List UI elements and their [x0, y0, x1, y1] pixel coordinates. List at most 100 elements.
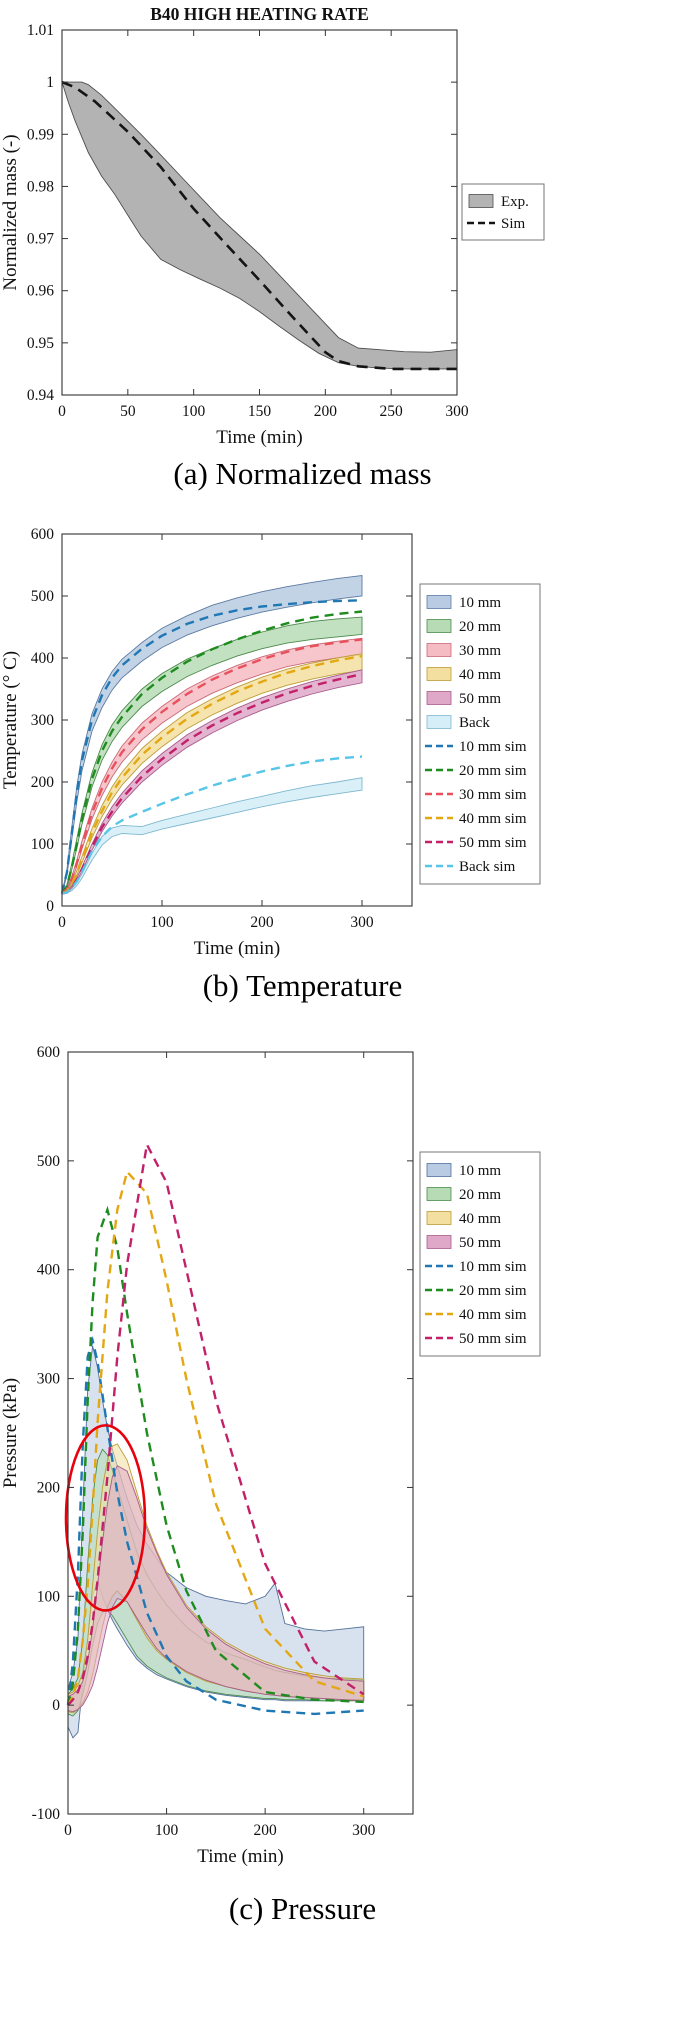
legend-box: [419, 1151, 541, 1357]
line-30-mm-sim: [61, 638, 363, 895]
legend-label-10-mm-sim: 10 mm sim: [459, 739, 527, 755]
caption-c: (c) Pressure: [228, 1891, 377, 1926]
y-tick-label: 300: [31, 712, 55, 729]
legend-label-50-mm-sim: 50 mm sim: [459, 1331, 527, 1347]
band-10-mm: [61, 574, 363, 894]
normalized-mass-chart: 0 50 100 150 200 250 300 0.94 0.95 0.96 0.97 0.98 0.…: [0, 4, 545, 448]
y-tick-label: 300: [37, 1371, 61, 1388]
y-axis-label: Temperature (° C): [0, 651, 21, 789]
legend-swatch-40-mm: [426, 667, 452, 681]
line-10-mm-sim: [66, 1335, 364, 1716]
y-tick-label: 0.97: [27, 231, 54, 248]
line-sim: [61, 80, 457, 371]
legend-label-sim: Sim: [501, 216, 526, 232]
y-tick-label: 1: [46, 74, 54, 91]
legend-label-40-mm: 40 mm: [459, 1211, 501, 1227]
x-tick-label: 100: [155, 1822, 179, 1839]
figure-page: { "page": { "captions": { "a": "(a) Norm…: [0, 0, 685, 1927]
legend-swatch-10-mm: [426, 595, 452, 609]
x-tick-label: 50: [120, 403, 136, 420]
legend-label-40-mm-sim: 40 mm sim: [459, 1307, 527, 1323]
band-50-mm: [61, 669, 363, 895]
legend-swatch-50-mm: [426, 691, 452, 705]
line-50-mm-sim: [67, 1140, 365, 1706]
legend-box: [419, 583, 541, 885]
legend-label-10-mm: 10 mm: [459, 595, 501, 611]
legend-label-50-mm: 50 mm: [459, 691, 501, 707]
y-tick-label: 1.01: [27, 22, 54, 39]
x-tick-label: 250: [380, 403, 404, 420]
legend-label-20-mm: 20 mm: [459, 1187, 501, 1203]
line-20-mm-sim: [61, 610, 363, 895]
x-tick-label: 200: [314, 403, 338, 420]
legend-swatch-50-mm: [426, 1235, 452, 1249]
x-tick-label: 0: [58, 403, 66, 420]
x-tick-label: 100: [182, 403, 206, 420]
y-tick-label: 100: [31, 836, 55, 853]
x-tick-label: 0: [64, 1822, 72, 1839]
legend-swatch-exp: [468, 194, 494, 208]
line-40-mm-sim: [66, 1169, 365, 1706]
legend-label-10-mm-sim: 10 mm sim: [459, 1259, 527, 1275]
panel-c: 0 100 200 300 -100 0 100 200 300 400 500 600 Time (m…: [0, 1034, 685, 1927]
legend-label-40-mm-sim: 40 mm sim: [459, 811, 527, 827]
annotation-ellipse: [64, 1424, 147, 1612]
legend-label-10-mm: 10 mm: [459, 1163, 501, 1179]
x-tick-label: 200: [254, 1822, 278, 1839]
legend-label-20-mm-sim: 20 mm sim: [459, 1283, 527, 1299]
caption-a: (a) Normalized mass: [173, 456, 432, 491]
panel-b: 0 100 200 300 0 100 200 300 400 500 600 Time (min) T…: [0, 522, 685, 1004]
legend-label-exp: Exp.: [501, 194, 529, 210]
x-tick-label: 0: [58, 914, 66, 931]
legend-box: [461, 183, 545, 241]
temperature-chart: 0 100 200 300 0 100 200 300 400 500 600 Time (min) T…: [0, 526, 541, 959]
legend-label-20-mm-sim: 20 mm sim: [459, 763, 527, 779]
y-tick-label: -100: [32, 1806, 61, 1823]
y-tick-label: 600: [31, 526, 55, 543]
legend-swatch-20-mm: [426, 619, 452, 633]
x-axis-label: Time (min): [197, 1846, 283, 1867]
legend-swatch-10-mm: [426, 1163, 452, 1177]
axes-box: [67, 1051, 414, 1815]
y-tick-label: 0: [46, 898, 54, 915]
y-tick-label: 400: [31, 650, 55, 667]
axes-box: [61, 29, 458, 396]
x-tick-label: 150: [248, 403, 272, 420]
line-20-mm-sim: [66, 1205, 364, 1706]
x-axis-label: Time (min): [194, 938, 280, 959]
x-tick-label: 100: [150, 914, 174, 931]
y-tick-label: 0.96: [27, 283, 54, 300]
x-axis-label: Time (min): [216, 427, 302, 448]
y-tick-label: 0.99: [27, 126, 54, 143]
y-tick-label: 100: [37, 1588, 61, 1605]
legend-swatch-20-mm: [426, 1187, 452, 1201]
band-40-mm: [61, 653, 363, 895]
legend-label-50-mm: 50 mm: [459, 1235, 501, 1251]
legend-swatch-40-mm: [426, 1211, 452, 1225]
x-tick-label: 300: [352, 1822, 376, 1839]
legend-label-back: Back: [459, 715, 490, 731]
y-tick-label: 400: [37, 1262, 61, 1279]
legend-swatch-back: [426, 715, 452, 729]
legend-label-30-mm: 30 mm: [459, 643, 501, 659]
x-tick-label: 300: [445, 403, 469, 420]
y-tick-label: 500: [31, 588, 55, 605]
line-back-sim: [61, 755, 363, 895]
x-tick-label: 200: [250, 914, 274, 931]
legend-label-50-mm-sim: 50 mm sim: [459, 835, 527, 851]
legend-label-back-sim: Back sim: [459, 859, 516, 875]
band-30-mm: [61, 637, 363, 894]
y-tick-label: 200: [37, 1479, 61, 1496]
panel-a: 0 50 100 150 200 250 300 0.94 0.95 0.96 0.97 0.98 0.…: [0, 0, 685, 492]
legend-label-40-mm: 40 mm: [459, 667, 501, 683]
y-tick-label: 500: [37, 1153, 61, 1170]
band-back: [61, 777, 363, 895]
y-tick-label: 0: [52, 1697, 60, 1714]
y-tick-label: 0.94: [27, 387, 54, 404]
legend-swatch-30-mm: [426, 643, 452, 657]
legend-label-20-mm: 20 mm: [459, 619, 501, 635]
y-axis-label: Pressure (kPa): [0, 1378, 21, 1488]
y-tick-label: 0.98: [27, 178, 54, 195]
legend-label-30-mm-sim: 30 mm sim: [459, 787, 527, 803]
